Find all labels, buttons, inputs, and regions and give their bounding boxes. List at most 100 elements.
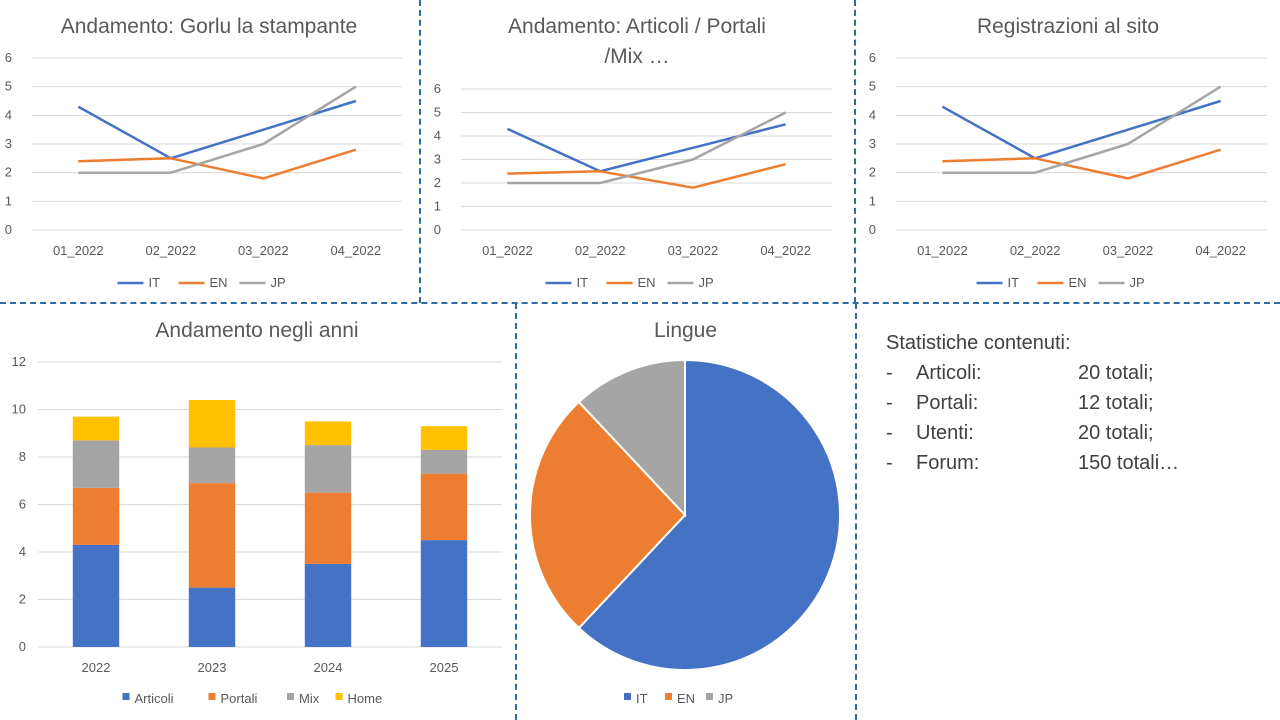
y-tick-label: 2 (869, 165, 876, 180)
legend-label: Home (348, 691, 383, 706)
y-tick-label: 2 (434, 175, 441, 190)
pie-slice-it (577, 358, 841, 671)
y-tick-label: 6 (5, 50, 12, 65)
y-tick-label: 1 (434, 199, 441, 214)
bar-segment-home (72, 416, 120, 441)
legend-swatch (665, 693, 672, 700)
y-tick-label: 2 (19, 592, 26, 607)
legend-label: EN (638, 275, 656, 290)
stats-title: Statistiche contenuti: (886, 332, 1071, 354)
chart-title: Andamento: Articoli / Portali (508, 15, 766, 38)
bar-segment-articoli (304, 563, 352, 647)
legend-label: IT (636, 691, 648, 706)
stats-panel: Statistiche contenuti: - Articoli: 20 to… (886, 328, 1179, 478)
bar-segment-portali (188, 483, 236, 588)
y-tick-label: 5 (869, 79, 876, 94)
stats-label: Utenti: (916, 422, 974, 444)
stats-label: Forum: (916, 452, 980, 474)
legend-label: Articoli (135, 691, 174, 706)
series-line-it (941, 99, 1221, 160)
line-chart-stampante-svg: Andamento: Gorlu la stampante 0 1 2 3 4 5 6 01_2… (5, 15, 402, 290)
y-tick-label: 6 (434, 81, 441, 96)
line-chart-articoli-portali-svg: Andamento: Articoli / Portali/Mix … 0 1 2 3 4… (434, 15, 832, 290)
y-tick-label: 0 (869, 222, 876, 237)
y-tick-label: 3 (869, 136, 876, 151)
y-tick-label: 12 (12, 354, 26, 369)
series-line-en (78, 148, 357, 180)
chart-title: Registrazioni al sito (977, 15, 1159, 38)
series-line-jp (942, 85, 1222, 174)
stats-row-forum: - Forum: 150 totali… (886, 448, 1179, 478)
legend-label: Mix (299, 691, 320, 706)
legend-label: EN (677, 691, 695, 706)
legend-label: JP (699, 275, 714, 290)
x-tick-label: 04_2022 (330, 243, 381, 258)
x-tick-label: 04_2022 (1195, 243, 1246, 258)
x-tick-label: 02_2022 (145, 243, 196, 258)
pie-chart-lingue-svg: Lingue IT EN JP (529, 319, 841, 706)
y-tick-label: 5 (434, 105, 441, 120)
x-tick-label: 01_2022 (917, 243, 968, 258)
bar-segment-articoli (420, 540, 468, 647)
bar-segment-home (304, 421, 352, 446)
legend-label: IT (1008, 275, 1020, 290)
pie-slice-jp (577, 358, 686, 518)
stats-dash: - (886, 392, 893, 414)
y-tick-label: 3 (434, 152, 441, 167)
legend-label: JP (718, 691, 733, 706)
legend-swatch (208, 693, 216, 700)
legend-label: EN (210, 275, 228, 290)
stats-value: 150 totali… (1078, 452, 1180, 474)
legend-swatch (287, 693, 294, 700)
bar-segment-articoli (188, 587, 236, 647)
x-tick-label: 04_2022 (760, 243, 811, 258)
legend-label: JP (271, 275, 286, 290)
divider-vertical-top-2 (854, 0, 856, 303)
y-tick-label: 4 (5, 107, 12, 122)
legend-swatch (335, 693, 343, 700)
y-tick-label: 6 (869, 50, 876, 65)
stats-row-utenti: - Utenti: 20 totali; (886, 418, 1179, 448)
chart-title: /Mix … (604, 45, 669, 68)
x-tick-label: 01_2022 (53, 243, 104, 258)
series-line-en (507, 162, 786, 189)
divider-vertical-bottom-2 (855, 303, 857, 720)
stats-dash: - (886, 362, 893, 384)
stats-row-articoli: - Articoli: 20 totali; (886, 358, 1179, 388)
legend-swatch (706, 693, 713, 700)
x-tick-label: 2022 (82, 660, 111, 675)
x-tick-label: 03_2022 (668, 243, 719, 258)
chart-title: Andamento negli anni (155, 319, 358, 342)
series-line-it (506, 123, 786, 173)
pie-slice-en (529, 400, 687, 630)
y-tick-label: 4 (434, 128, 441, 143)
stats-dash: - (886, 422, 893, 444)
y-tick-label: 6 (19, 497, 26, 512)
y-tick-label: 4 (869, 107, 876, 122)
bar-segment-portali (304, 492, 352, 564)
y-tick-label: 1 (869, 193, 876, 208)
line-chart-registrazioni-svg: Registrazioni al sito 0 1 2 3 4 5 6 01_2022 02_20… (869, 15, 1267, 290)
y-tick-label: 5 (5, 79, 12, 94)
series-line-jp (507, 111, 787, 185)
bar-segment-mix (420, 449, 468, 474)
legend-label: JP (1130, 275, 1145, 290)
line-chart-articoli-portali: Andamento: Articoli / Portali/Mix … 0 1 2 3 4… (421, 0, 853, 302)
stats-row-portali: - Portali: 12 totali; (886, 388, 1179, 418)
x-tick-label: 01_2022 (482, 243, 533, 258)
x-tick-label: 03_2022 (238, 243, 289, 258)
y-tick-label: 8 (19, 449, 26, 464)
line-chart-registrazioni: Registrazioni al sito 0 1 2 3 4 5 6 01_2022 02_20… (856, 0, 1280, 302)
bar-segment-mix (72, 440, 120, 488)
divider-vertical-bottom-1 (515, 303, 517, 720)
x-tick-label: 2025 (430, 660, 459, 675)
stacked-bar-chart-anni: Andamento negli anni 0 2 4 6 8 10 12 2022 2023 202… (0, 304, 514, 720)
bar-segment-home (188, 400, 236, 448)
stacked-bar-chart-anni-svg: Andamento negli anni 0 2 4 6 8 10 12 2022 2023 202… (12, 319, 502, 706)
x-tick-label: 2023 (198, 660, 227, 675)
divider-horizontal (0, 302, 1280, 304)
x-tick-label: 02_2022 (1010, 243, 1061, 258)
y-tick-label: 2 (5, 165, 12, 180)
chart-title: Lingue (654, 319, 717, 342)
series-line-it (77, 99, 357, 160)
